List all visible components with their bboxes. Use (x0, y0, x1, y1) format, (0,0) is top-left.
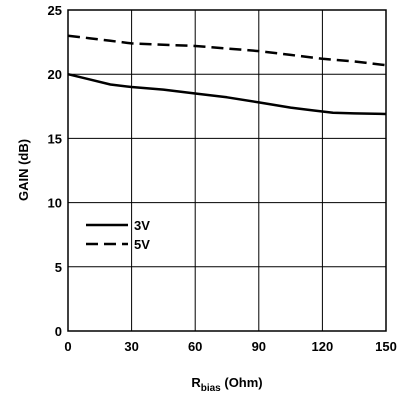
legend-label-3v: 3V (134, 218, 150, 233)
legend: 3V 5V (86, 218, 150, 252)
grid-lines (68, 10, 386, 331)
y-tick-label: 0 (55, 324, 62, 339)
x-axis-label-unit: (Ohm) (221, 375, 263, 390)
x-axis-label-sub: bias (201, 383, 221, 394)
x-tick-label: 90 (252, 339, 266, 354)
y-tick-label: 5 (55, 260, 62, 275)
x-tick-label: 30 (124, 339, 138, 354)
y-tick-label: 10 (48, 196, 62, 211)
plot-frame (67, 9, 387, 332)
y-tick-label: 15 (48, 131, 62, 146)
y-axis-label: GAIN (dB) (16, 139, 31, 201)
x-tick-labels: 0 30 60 90 120 150 (64, 339, 396, 354)
x-axis-label: Rbias (Ohm) (191, 375, 262, 394)
x-tick-label: 120 (312, 339, 334, 354)
y-tick-labels: 0 5 10 15 20 25 (48, 3, 62, 339)
series-line-5v (67, 34, 387, 67)
series-line-3v (67, 72, 387, 116)
y-tick-label: 20 (48, 67, 62, 82)
x-tick-label: 60 (188, 339, 202, 354)
x-axis-label-main: R (191, 375, 201, 390)
x-tick-label: 0 (64, 339, 71, 354)
data-series (67, 34, 387, 116)
x-tick-label: 150 (375, 339, 397, 354)
y-tick-label: 25 (48, 3, 62, 18)
legend-label-5v: 5V (134, 237, 150, 252)
